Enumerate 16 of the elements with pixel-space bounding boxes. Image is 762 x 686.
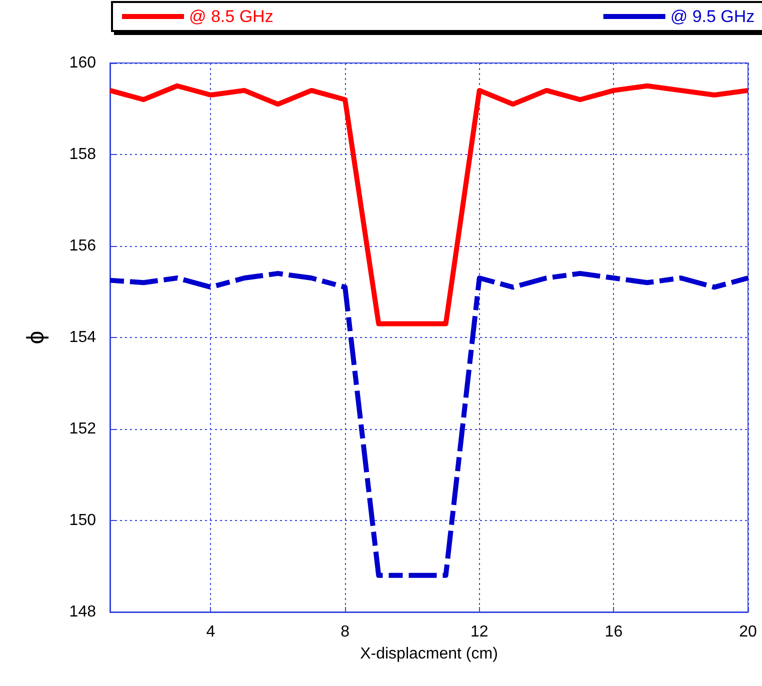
y-tick-label: 152	[69, 420, 96, 438]
y-tick-label: 158	[69, 146, 96, 163]
x-tick-label: 20	[739, 624, 757, 640]
x-tick-label: 16	[604, 624, 623, 640]
y-tick-label: 160	[69, 54, 96, 72]
x-tick-label: 8	[340, 624, 350, 640]
x-axis-title: X-displacment (cm)	[360, 646, 498, 662]
legend-label: @ 8.5 GHz	[189, 7, 274, 26]
x-tick-label: 4	[206, 624, 216, 640]
y-tick-label: 150	[69, 512, 96, 529]
x-tick-label: 12	[470, 624, 488, 640]
y-tick-label: 154	[69, 329, 96, 346]
legend-label: @ 9.5 GHz	[670, 7, 755, 26]
y-tick-label: 156	[69, 238, 96, 254]
y-tick-label: 148	[69, 604, 96, 620]
y-axis-title: ϕ	[22, 330, 50, 344]
